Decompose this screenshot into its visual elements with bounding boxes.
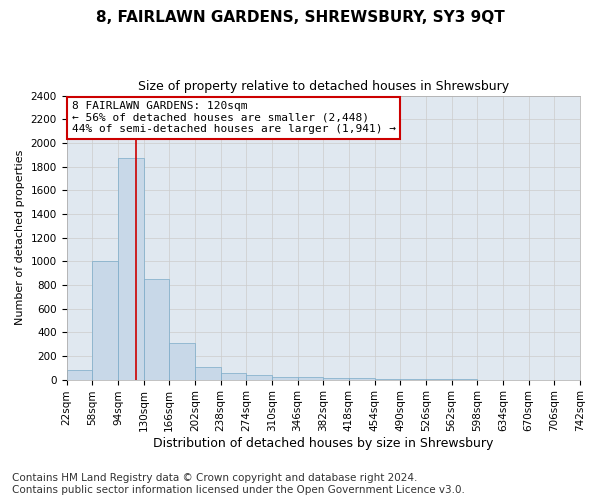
Text: Contains HM Land Registry data © Crown copyright and database right 2024.
Contai: Contains HM Land Registry data © Crown c… <box>12 474 465 495</box>
X-axis label: Distribution of detached houses by size in Shrewsbury: Distribution of detached houses by size … <box>153 437 493 450</box>
Text: 8, FAIRLAWN GARDENS, SHREWSBURY, SY3 9QT: 8, FAIRLAWN GARDENS, SHREWSBURY, SY3 9QT <box>95 10 505 25</box>
Bar <box>221 373 246 380</box>
Text: 8 FAIRLAWN GARDENS: 120sqm
← 56% of detached houses are smaller (2,448)
44% of s: 8 FAIRLAWN GARDENS: 120sqm ← 56% of deta… <box>71 101 395 134</box>
Bar <box>246 375 272 380</box>
Bar <box>349 378 374 380</box>
Bar <box>118 158 143 380</box>
Bar <box>374 379 400 380</box>
Bar <box>272 376 298 380</box>
Bar <box>67 370 92 380</box>
Bar <box>323 378 349 380</box>
Bar <box>143 279 169 380</box>
Bar <box>169 343 195 380</box>
Bar <box>195 366 221 380</box>
Bar <box>298 377 323 380</box>
Y-axis label: Number of detached properties: Number of detached properties <box>15 150 25 326</box>
Bar <box>92 261 118 380</box>
Title: Size of property relative to detached houses in Shrewsbury: Size of property relative to detached ho… <box>138 80 509 93</box>
